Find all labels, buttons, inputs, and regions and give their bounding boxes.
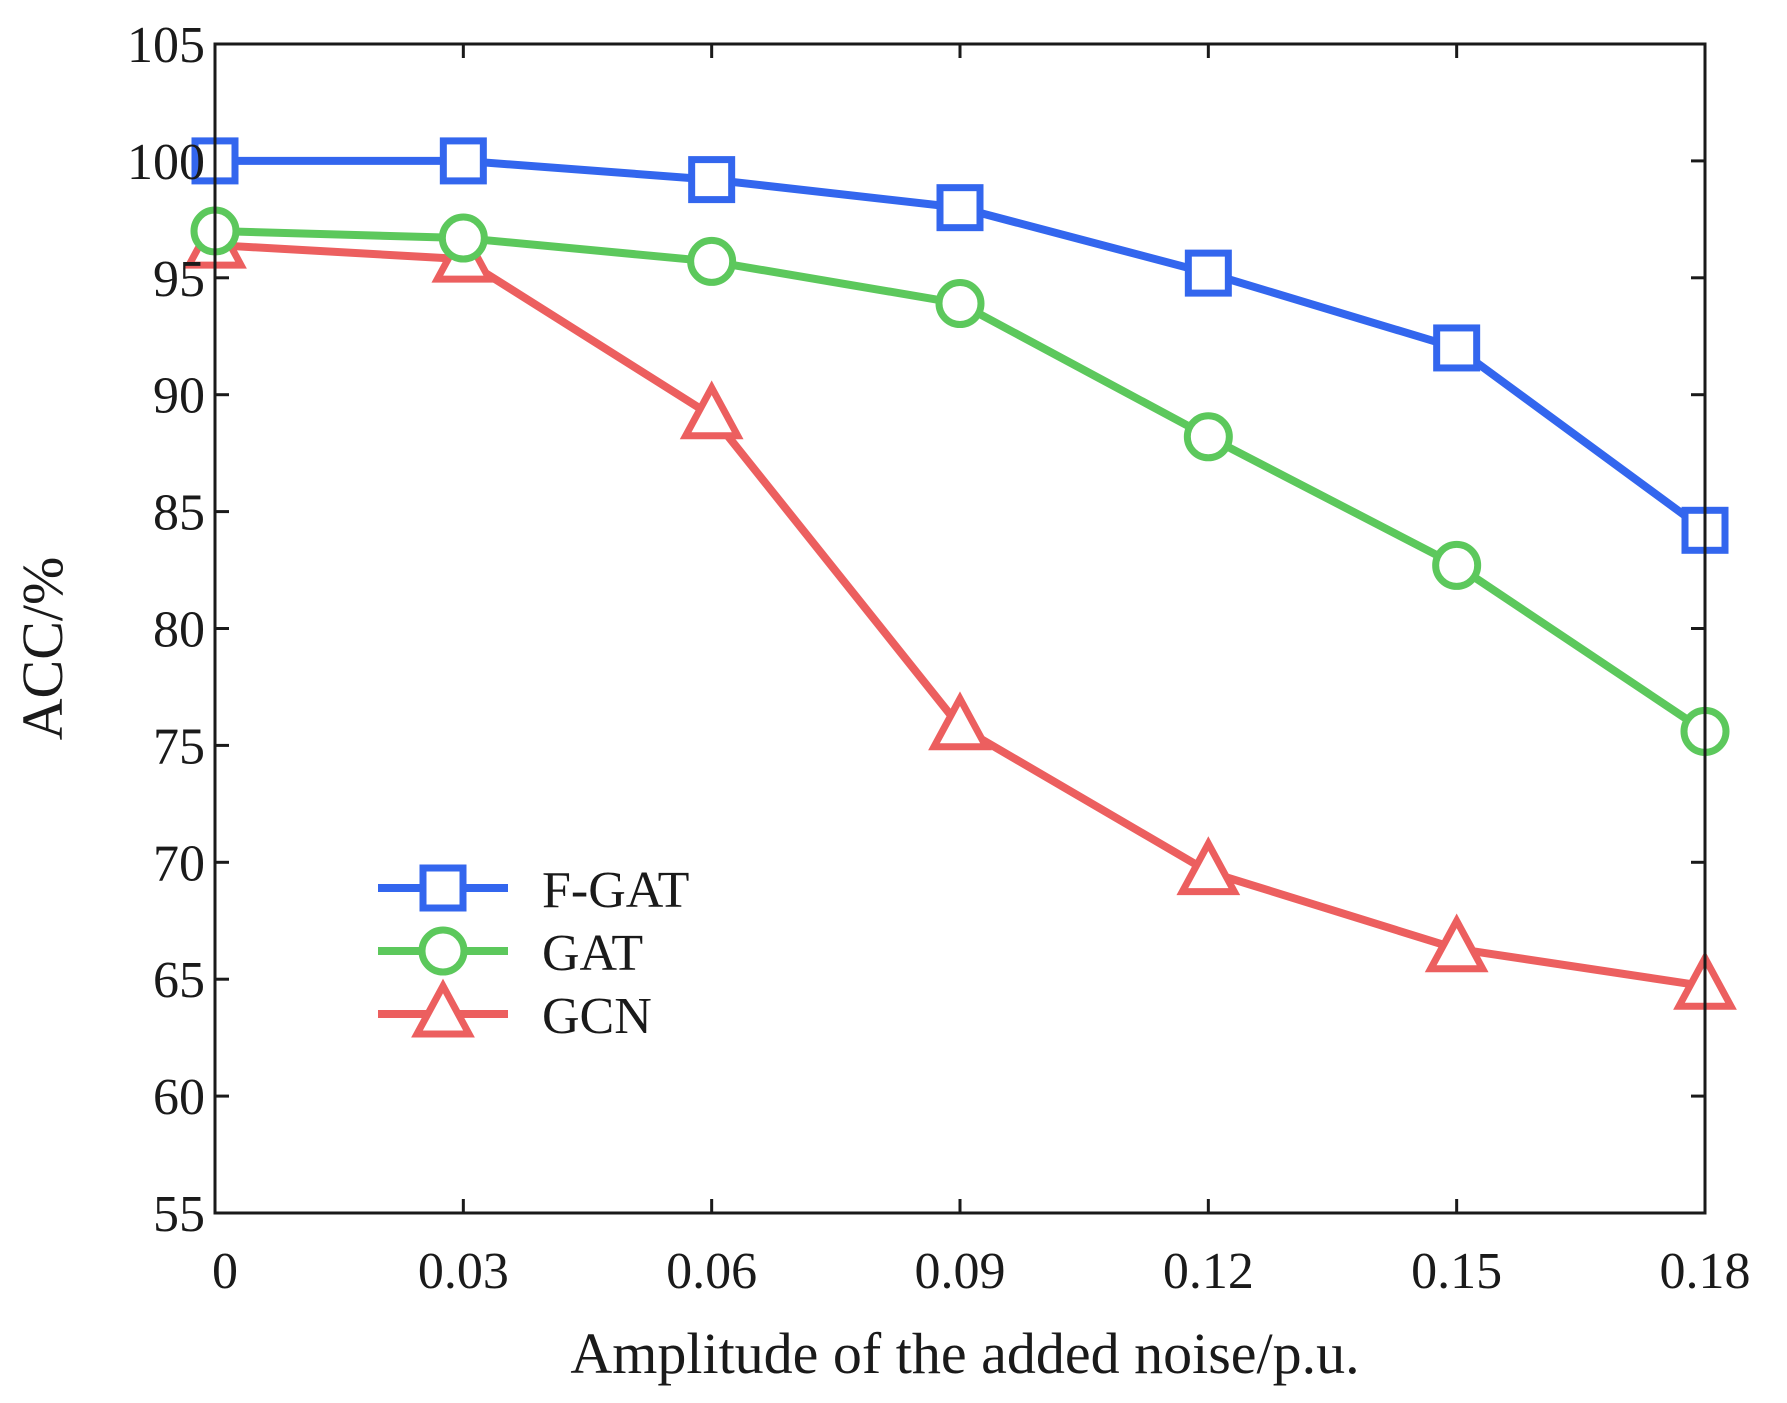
legend-item: GAT xyxy=(378,925,643,982)
legend-marker-f-gat xyxy=(419,864,467,912)
x-tick-label: 0.09 xyxy=(915,1243,1006,1300)
series-lines xyxy=(183,137,1737,1010)
x-tick-label: 0.03 xyxy=(418,1243,509,1300)
y-tick-label: 55 xyxy=(153,1186,205,1243)
legend-label: F-GAT xyxy=(542,862,689,919)
y-tick-label: 100 xyxy=(127,134,205,191)
data-point-gat xyxy=(935,279,985,329)
series-f-gat xyxy=(191,137,1729,554)
x-tick-label: 0.15 xyxy=(1411,1243,1502,1300)
legend-item: F-GAT xyxy=(378,862,689,919)
y-tick-label: 95 xyxy=(153,251,205,308)
data-point-gat xyxy=(1183,412,1233,462)
legend-marker-gat xyxy=(418,926,468,976)
y-axis-label: ACC/% xyxy=(10,557,75,741)
legend-label: GAT xyxy=(542,925,643,982)
data-point-gat xyxy=(1432,540,1482,590)
data-point-f-gat xyxy=(1184,249,1232,297)
data-point-gcn xyxy=(1176,836,1241,896)
data-point-gcn xyxy=(1424,913,1489,973)
y-tick-label: 80 xyxy=(153,602,205,659)
series-gat xyxy=(190,206,1730,756)
data-point-f-gat xyxy=(688,156,736,204)
y-tick-label: 105 xyxy=(127,17,205,74)
legend-item: GCN xyxy=(378,978,652,1045)
y-tick-label: 90 xyxy=(153,368,205,425)
data-point-f-gat xyxy=(439,137,487,185)
data-point-gat xyxy=(438,213,488,263)
legend-marker-gcn xyxy=(411,978,475,1038)
y-tick-label: 70 xyxy=(153,835,205,892)
x-tick-label: 0.06 xyxy=(666,1243,757,1300)
data-point-f-gat xyxy=(936,184,984,232)
y-tick-label: 75 xyxy=(153,718,205,775)
data-point-gcn xyxy=(679,380,744,440)
legend-label: GCN xyxy=(542,988,652,1045)
y-tick-label: 65 xyxy=(153,952,205,1009)
x-tick-label: 0.18 xyxy=(1660,1243,1751,1300)
data-point-gcn xyxy=(928,691,992,751)
x-tick-label: 0 xyxy=(212,1243,238,1300)
y-tick-label: 60 xyxy=(153,1069,205,1126)
x-tick-label: 0.12 xyxy=(1163,1243,1254,1300)
data-point-f-gat xyxy=(1433,324,1481,372)
plot-frame xyxy=(213,42,1707,1215)
data-point-gat xyxy=(687,236,737,286)
x-axis-label: Amplitude of the added noise/p.u. xyxy=(570,1321,1359,1386)
y-tick-label: 85 xyxy=(153,485,205,542)
legend: F-GAT GAT GCN xyxy=(378,862,689,1045)
tick-labels: 0 0.03 0.06 0.09 0.12 0.15 0.18 55 60 65 70 75 80 85 9… xyxy=(127,17,1751,1300)
